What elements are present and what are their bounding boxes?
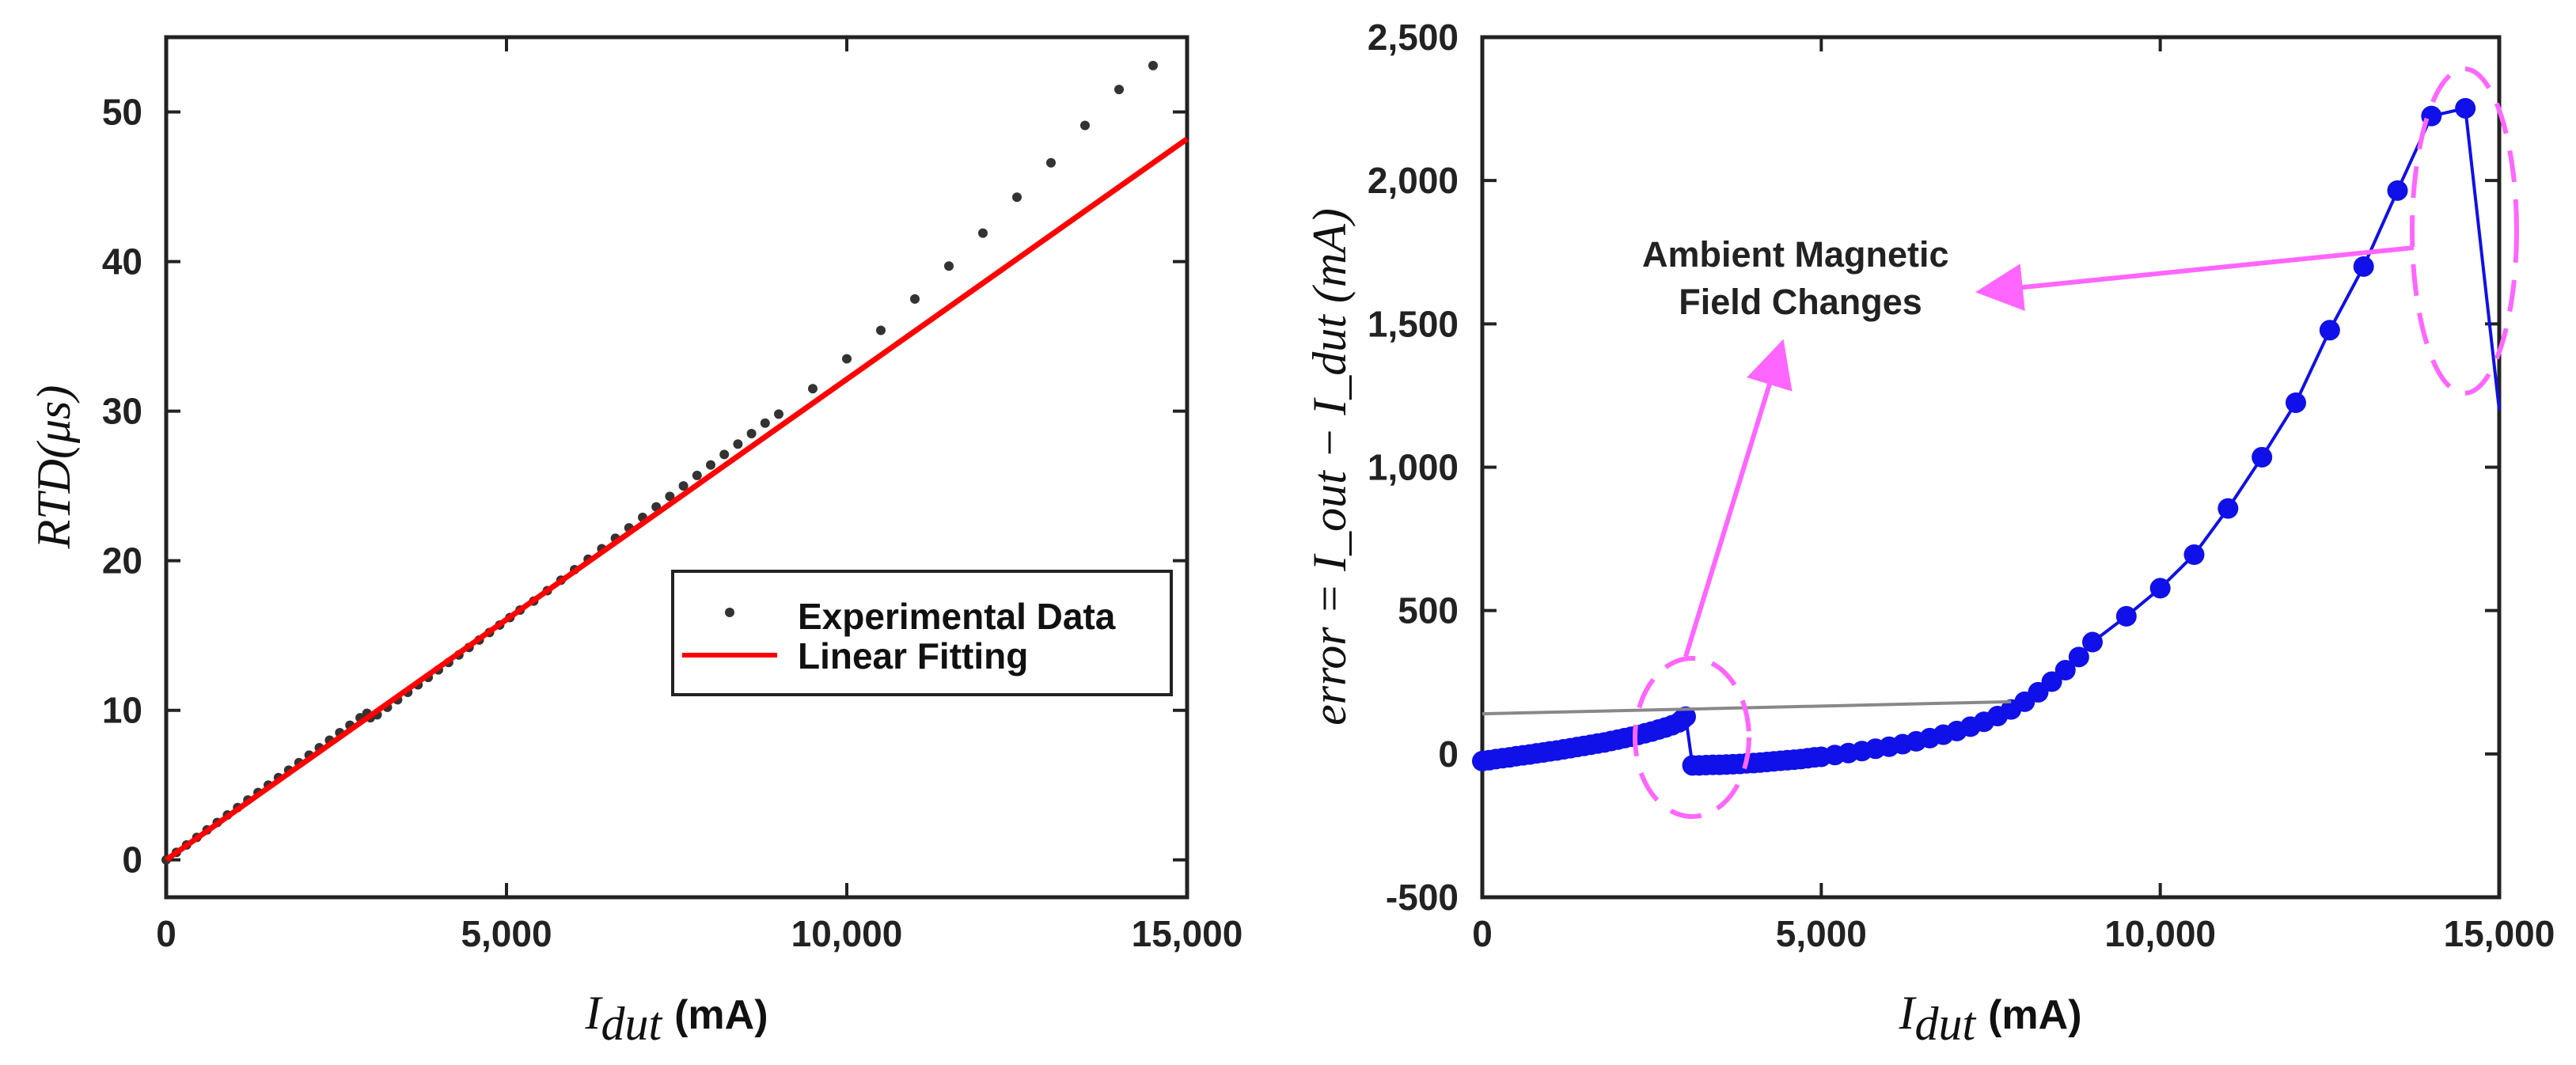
right-x-tick-label: 15,000 [2444,913,2555,954]
left-y-tick-label: 10 [102,690,142,731]
highlight-ellipse-low [1633,656,1751,819]
left-data-point [719,449,730,460]
left-data-point [1148,60,1158,70]
left-data-point [692,470,702,480]
left-x-axis-label: Idut (mA) [584,987,768,1050]
left-data-point [665,491,675,502]
right-data-point [2115,605,2137,627]
right-x-label-var: I [1898,987,1917,1039]
right-ticks: 0 5,000 10,000 15,000 -500 0 500 1,000 1,500 2,00… [1368,17,2555,954]
right-data-point [2041,671,2062,692]
right-data-point [2183,544,2205,566]
right-data-point [2149,578,2171,599]
left-x-tick-label: 15,000 [1132,913,1243,954]
legend-label-linear: Linear Fitting [798,635,1028,677]
right-y-axis-label: error = I_out − I_dut (mA) [1303,208,1356,726]
left-data-point [1080,120,1090,131]
right-series-error-line [1481,106,2501,767]
left-ticks: 0 5,000 10,000 15,000 0 10 20 30 40 50 [102,37,1243,954]
right-data-point [2319,320,2340,341]
left-chart: 0 5,000 10,000 15,000 0 10 20 30 40 50 Experiment… [28,35,1243,1050]
right-data-point [2217,498,2239,519]
right-x-label-sub: dut [1914,998,1976,1050]
annotation-text: Ambient Magnetic Field Changes [1642,234,1959,322]
right-data-point [1675,706,1696,727]
left-y-tick-label: 30 [102,391,142,432]
left-data-point [678,481,689,491]
right-series [1472,97,2501,776]
left-data-point [944,261,954,271]
right-y-tick-label: 1,000 [1368,447,1459,488]
left-x-label-unit: (mA) [674,992,768,1038]
left-data-point [746,428,757,438]
left-data-point [1012,192,1022,203]
right-y-tick-label: 500 [1398,590,1459,631]
right-y-tick-label: 2,000 [1368,160,1459,201]
right-data-point [2054,660,2076,681]
right-x-tick-label: 0 [1472,913,1493,954]
right-x-tick-label: 10,000 [2104,913,2216,954]
left-series-linear-fitting-line [164,136,1189,862]
right-data-point [2455,97,2476,119]
left-data-point [1114,85,1124,95]
left-y-axis-label: RTD(μs) [28,385,80,550]
legend: Experimental Data Linear Fitting [671,570,1173,696]
right-x-tick-label: 5,000 [1776,913,1867,954]
left-x-tick-label: 10,000 [791,913,903,954]
right-data-point [2286,392,2306,413]
right-data-point [2082,631,2103,653]
left-plot-frame [164,35,1189,900]
left-y-tick-label: 40 [102,241,142,282]
left-data-point [910,294,920,304]
highlight-ellipse-high [2410,66,2519,396]
annotation-arrow-left [1975,245,2415,312]
right-data-point [2387,180,2408,201]
right-y-tick-label: -500 [1386,877,1459,918]
legend-label-experimental: Experimental Data [798,596,1116,637]
right-chart: 0 5,000 10,000 15,000 -500 0 500 1,000 1,500 2,00… [1303,17,2555,1050]
right-x-axis-label: Idut (mA) [1898,987,2081,1050]
left-x-label-sub: dut [601,998,662,1050]
right-y-tick-label: 2,500 [1368,17,1459,58]
left-series [161,60,1189,865]
right-x-label-unit: (mA) [1988,992,2081,1038]
left-y-tick-label: 0 [122,839,142,881]
left-data-point [774,409,783,419]
left-data-point [978,228,988,238]
left-x-label-var: I [584,987,603,1039]
left-data-point [808,384,818,394]
annotation-arrow-up [1683,339,1793,658]
left-data-point [733,439,743,449]
left-data-point [760,418,770,428]
legend-marker-experimental [725,608,734,617]
right-plot-frame [1480,35,2502,900]
right-y-tick-label: 0 [1438,733,1459,775]
left-x-tick-label: 0 [156,913,176,954]
left-data-point [842,354,852,364]
legend-box [671,570,1173,696]
left-data-point [1046,157,1056,168]
left-data-point [876,325,886,335]
left-x-tick-label: 5,000 [461,913,552,954]
left-data-point [706,460,715,470]
left-y-tick-label: 50 [102,92,142,133]
right-data-point [2353,256,2374,277]
right-data-point [2068,646,2089,668]
right-y-tick-label: 1,500 [1368,303,1459,344]
left-y-tick-label: 20 [102,540,142,582]
right-data-point [2252,446,2273,468]
